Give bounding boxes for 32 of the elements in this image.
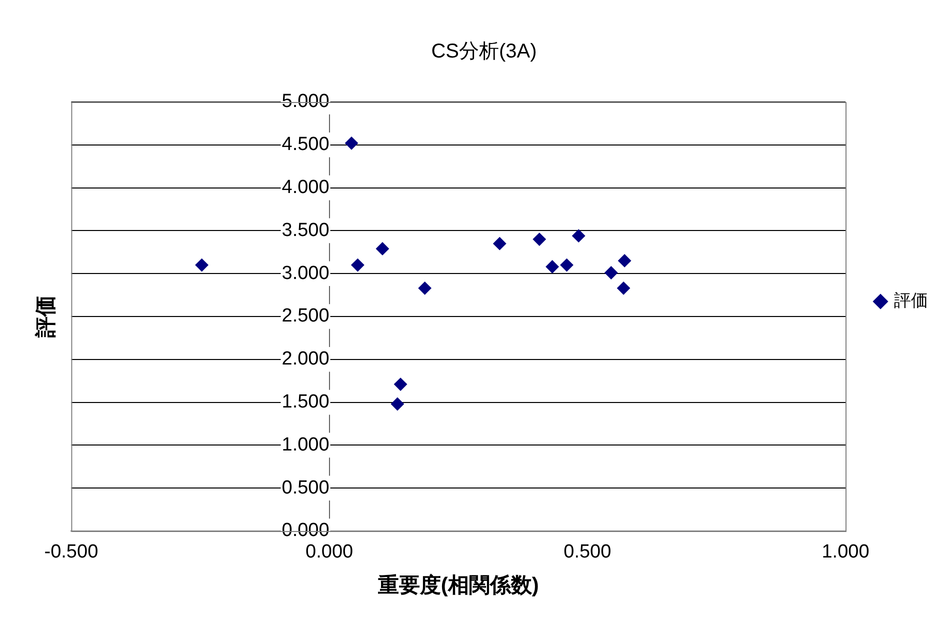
x-tick-label: 0.000 <box>306 542 354 563</box>
y-tick-label: 2.000 <box>282 348 330 370</box>
point <box>532 232 546 246</box>
point <box>617 282 630 295</box>
y-tick-label: 3.000 <box>282 262 330 284</box>
y-tick-label: 1.500 <box>282 392 330 413</box>
x-axis-title: 重要度(相関係数) <box>376 573 539 598</box>
point <box>560 258 574 272</box>
y-tick-label: 0.500 <box>282 477 330 498</box>
point <box>493 237 506 250</box>
y-tick-label: 4.500 <box>282 134 330 156</box>
y-tick-label: 3.500 <box>282 220 330 241</box>
chart-title: CS分析(3A) <box>431 40 537 63</box>
point <box>418 282 432 295</box>
point <box>604 266 618 280</box>
point <box>390 398 404 411</box>
y-axis-title: 評価 <box>34 296 58 338</box>
x-tick-label: 0.500 <box>564 542 612 563</box>
point <box>572 229 586 242</box>
point <box>394 378 408 391</box>
point <box>618 254 632 268</box>
y-tick-label: 1.000 <box>282 434 330 456</box>
y-tick-label: 4.000 <box>282 177 330 198</box>
x-tick-label: 1.000 <box>822 542 870 563</box>
x-tick-label: -0.500 <box>44 542 98 563</box>
point <box>546 260 559 274</box>
point <box>195 258 208 272</box>
y-tick-label: 2.500 <box>282 306 330 327</box>
point <box>344 136 358 150</box>
point <box>351 258 364 272</box>
point <box>376 242 389 256</box>
legend-label: 評価 <box>894 291 928 310</box>
